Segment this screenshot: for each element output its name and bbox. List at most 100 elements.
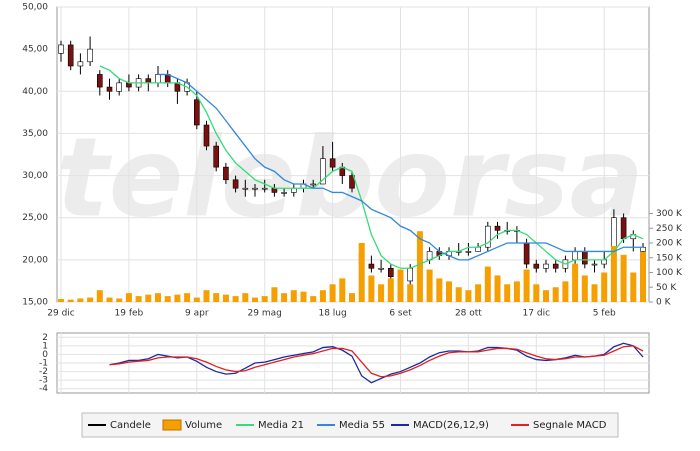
volume-bar bbox=[610, 245, 617, 302]
volume-bar bbox=[116, 298, 123, 302]
volume-bar bbox=[77, 298, 84, 302]
volume-bar bbox=[416, 231, 423, 302]
y-tick-label: -4 bbox=[39, 384, 48, 394]
candle-body bbox=[552, 263, 559, 269]
volume-bar bbox=[329, 284, 336, 302]
y2-tick-label: 250 K bbox=[656, 224, 683, 234]
volume-bar bbox=[630, 272, 637, 302]
legend-label: Volume bbox=[185, 420, 222, 431]
volume-bar bbox=[543, 290, 549, 302]
candle-body bbox=[591, 263, 598, 266]
volume-bar bbox=[155, 293, 161, 302]
candle-body bbox=[232, 179, 239, 189]
volume-bar bbox=[135, 296, 142, 302]
y-tick-label: 1 bbox=[42, 341, 48, 351]
volume-bar bbox=[67, 299, 74, 302]
x-tick-label: 18 lug bbox=[318, 309, 346, 319]
candle-body bbox=[572, 251, 578, 261]
volume-bar bbox=[572, 263, 579, 302]
y2-tick-label: 200 K bbox=[656, 239, 683, 249]
volume-bar bbox=[465, 290, 472, 302]
volume-bar bbox=[145, 294, 152, 302]
volume-bar bbox=[203, 290, 210, 302]
volume-bar bbox=[164, 296, 171, 302]
candle-body bbox=[155, 74, 161, 84]
volume-bar bbox=[106, 297, 113, 302]
volume-bar bbox=[397, 269, 404, 302]
volume-bar bbox=[601, 272, 608, 302]
volume-bar bbox=[184, 293, 191, 302]
candle-body bbox=[320, 158, 326, 185]
volume-bar bbox=[319, 290, 326, 302]
volume-bar bbox=[232, 296, 239, 302]
volume-bar bbox=[494, 275, 501, 302]
y2-tick-label: 300 K bbox=[656, 209, 683, 219]
x-tick-label: 19 feb bbox=[115, 309, 144, 319]
candle-body bbox=[106, 86, 113, 92]
volume-bar bbox=[426, 269, 433, 302]
candle-body bbox=[349, 175, 355, 189]
volume-bar bbox=[310, 296, 317, 302]
x-tick-label: 5 feb bbox=[593, 309, 616, 319]
y2-tick-label: 150 K bbox=[656, 253, 683, 263]
legend-label: MACD(26,12,9) bbox=[413, 420, 489, 431]
candle-body bbox=[77, 61, 84, 67]
volume-bar bbox=[446, 281, 452, 302]
y-tick-label: 15,00 bbox=[22, 298, 48, 308]
legend-swatch bbox=[162, 419, 182, 431]
volume-bar bbox=[193, 297, 200, 302]
volume-bar bbox=[281, 293, 288, 302]
volume-bar bbox=[378, 284, 385, 302]
volume-bar bbox=[436, 278, 443, 302]
volume-bar bbox=[640, 251, 646, 302]
series-line bbox=[109, 345, 644, 378]
volume-bar bbox=[513, 281, 520, 302]
y2-tick-label: 100 K bbox=[656, 268, 683, 278]
volume-bar bbox=[581, 275, 588, 302]
candle-body bbox=[203, 124, 210, 147]
candle-body bbox=[67, 44, 74, 67]
volume-bar bbox=[349, 293, 355, 302]
legend-label: Media 55 bbox=[339, 420, 385, 431]
candle-body bbox=[494, 225, 501, 231]
candle-body bbox=[87, 48, 93, 63]
volume-bar bbox=[523, 269, 530, 302]
candle-body bbox=[620, 217, 627, 240]
candle-body bbox=[97, 74, 103, 88]
volume-bar bbox=[271, 287, 278, 302]
volume-bar bbox=[484, 266, 491, 302]
candle-body bbox=[581, 251, 588, 265]
series-line bbox=[158, 73, 643, 261]
volume-bar bbox=[252, 297, 258, 302]
y-tick-label: -1 bbox=[39, 359, 48, 369]
y-tick-label: 2 bbox=[42, 333, 48, 343]
candle-body bbox=[261, 187, 268, 190]
volume-bar bbox=[339, 278, 346, 302]
y-tick-label: 40,00 bbox=[22, 87, 48, 97]
x-tick-label: 17 dic bbox=[523, 309, 551, 319]
x-tick-label: 9 apr bbox=[185, 309, 209, 319]
volume-bar bbox=[387, 278, 394, 302]
volume-bar bbox=[261, 296, 268, 302]
y-tick-label: -2 bbox=[39, 367, 48, 377]
candle-body bbox=[523, 242, 530, 265]
volume-bar bbox=[58, 299, 64, 302]
candle-body bbox=[329, 158, 336, 168]
candle-body bbox=[387, 267, 394, 278]
legend-label: Candele bbox=[110, 420, 151, 431]
candle-body bbox=[281, 192, 287, 194]
legend-label: Segnale MACD bbox=[533, 420, 607, 431]
volume-bar bbox=[125, 293, 132, 302]
volume-bar bbox=[213, 293, 220, 302]
candle-body bbox=[484, 225, 491, 248]
candle-body bbox=[407, 267, 414, 282]
series-line bbox=[99, 65, 644, 269]
volume-bar bbox=[552, 287, 559, 302]
candle-body bbox=[223, 166, 229, 181]
x-tick-label: 29 dic bbox=[47, 309, 75, 319]
y2-tick-label: 0 K bbox=[656, 298, 672, 308]
volume-bar bbox=[591, 284, 598, 302]
y2-tick-label: 50 K bbox=[656, 283, 677, 293]
candle-body bbox=[116, 82, 122, 92]
